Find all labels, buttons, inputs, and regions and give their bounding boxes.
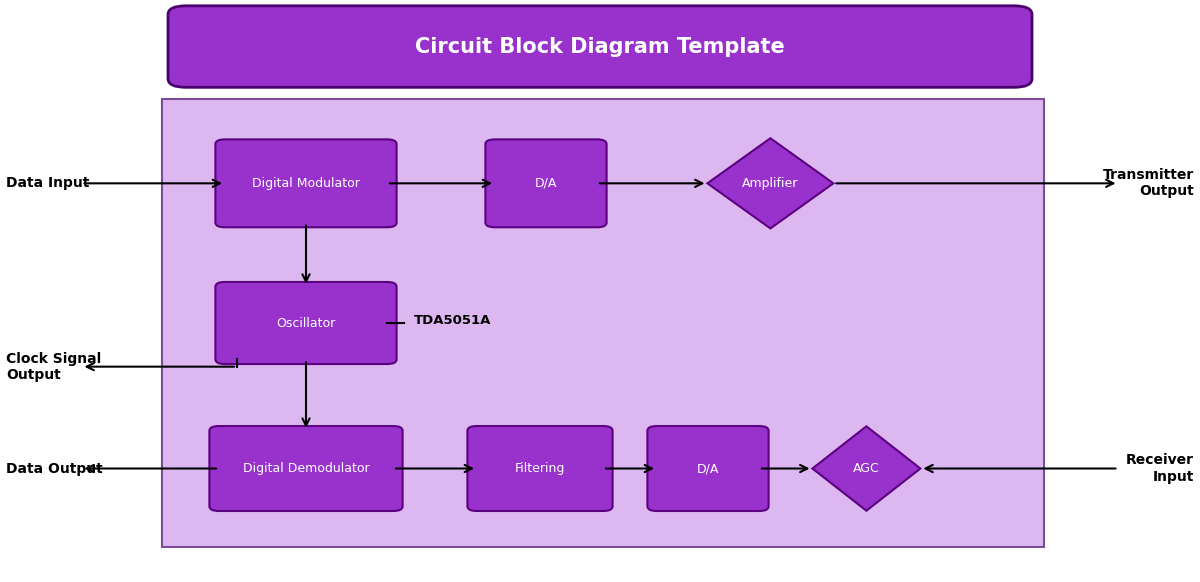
Text: AGC: AGC <box>853 462 880 475</box>
FancyBboxPatch shape <box>162 99 1044 547</box>
Text: D/A: D/A <box>697 462 719 475</box>
Text: Amplifier: Amplifier <box>743 177 798 190</box>
FancyBboxPatch shape <box>168 6 1032 87</box>
Text: Receiver
Input: Receiver Input <box>1126 453 1194 484</box>
Text: TDA5051A: TDA5051A <box>414 314 491 327</box>
Text: Circuit Block Diagram Template: Circuit Block Diagram Template <box>415 37 785 56</box>
FancyBboxPatch shape <box>216 139 396 227</box>
Text: Data Input: Data Input <box>6 176 89 190</box>
FancyBboxPatch shape <box>468 426 612 511</box>
Text: Transmitter
Output: Transmitter Output <box>1103 168 1194 198</box>
Polygon shape <box>812 426 920 511</box>
Text: D/A: D/A <box>535 177 557 190</box>
FancyBboxPatch shape <box>648 426 768 511</box>
FancyBboxPatch shape <box>486 139 607 227</box>
FancyBboxPatch shape <box>209 426 403 511</box>
Text: Digital Modulator: Digital Modulator <box>252 177 360 190</box>
Text: Filtering: Filtering <box>515 462 565 475</box>
Polygon shape <box>708 138 833 228</box>
Text: Digital Demodulator: Digital Demodulator <box>242 462 370 475</box>
Text: Oscillator: Oscillator <box>276 317 336 329</box>
Text: Clock Signal
Output: Clock Signal Output <box>6 352 101 382</box>
FancyBboxPatch shape <box>216 282 396 364</box>
Text: Data Output: Data Output <box>6 462 103 475</box>
